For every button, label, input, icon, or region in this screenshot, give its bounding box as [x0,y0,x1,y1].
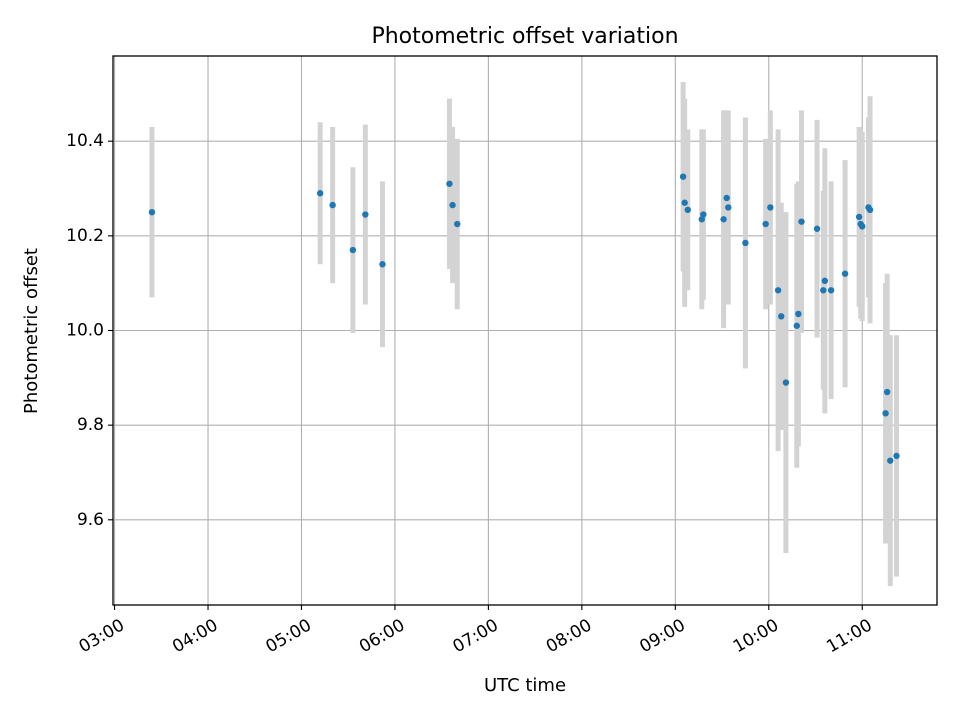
chart-title: Photometric offset variation [371,24,678,49]
data-point [820,287,827,294]
data-point [798,218,805,225]
data-point [821,277,829,285]
data-point [720,216,727,223]
data-point [449,201,456,209]
data-point [767,204,774,211]
data-point [316,190,324,197]
data-point [362,211,369,218]
data-point [778,313,785,320]
data-point [454,220,461,228]
data-point [782,379,790,386]
data-point [349,246,357,254]
data-point [446,180,453,187]
data-point [866,206,874,214]
data-point [762,220,769,228]
data-point [774,287,782,294]
data-point [795,310,802,318]
data-point [841,270,849,277]
y-axis-label: Photometric offset [21,248,42,414]
data-point [793,322,801,329]
data-point [827,287,835,294]
data-point [882,410,889,417]
data-point [855,213,863,221]
data-point [679,173,687,180]
y-tick-label: 9.6 [77,510,104,530]
data-point [329,201,336,209]
data-point [742,239,749,247]
x-axis-label: UTC time [484,675,566,696]
data-point [684,206,691,214]
data-point [700,211,707,218]
data-point-layer [148,173,900,464]
y-tick-label: 10.4 [66,131,104,151]
data-point [859,223,866,230]
data-point [681,199,688,206]
data-point [379,261,386,268]
data-point [725,204,732,211]
y-tick-label: 9.8 [77,415,104,435]
y-tick-label: 10.0 [66,321,104,341]
data-point [148,208,156,216]
data-point [883,388,891,396]
data-point [813,225,821,232]
data-point [893,452,900,460]
data-point [723,194,730,202]
y-tick-label: 10.2 [66,226,104,246]
data-point [887,457,894,464]
